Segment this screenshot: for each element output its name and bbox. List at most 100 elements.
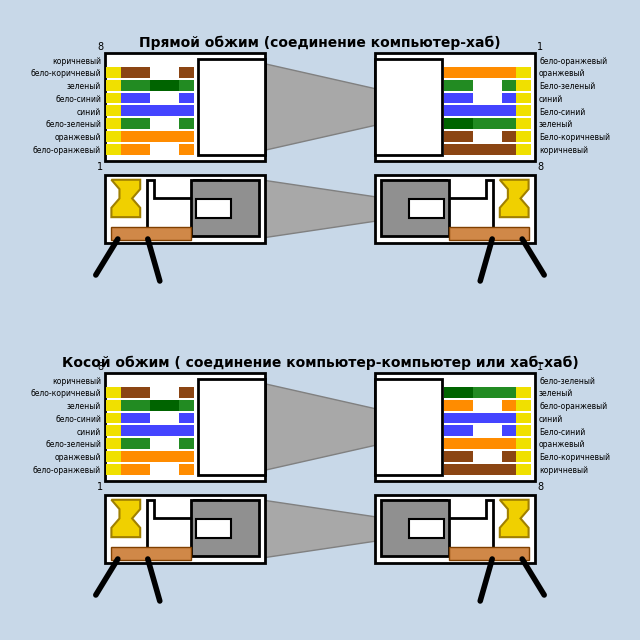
Bar <box>458 451 473 462</box>
Bar <box>121 426 135 436</box>
Bar <box>409 520 444 538</box>
Bar <box>150 451 164 462</box>
Bar <box>135 93 150 104</box>
Bar <box>164 144 179 155</box>
Bar <box>150 399 164 411</box>
Bar <box>502 451 516 462</box>
Bar <box>106 399 121 411</box>
Text: Бело-зеленый: Бело-зеленый <box>539 82 595 91</box>
Bar <box>150 106 164 116</box>
Bar <box>458 93 473 104</box>
Bar <box>164 79 179 91</box>
Bar <box>196 520 231 538</box>
Bar <box>458 144 473 155</box>
Text: коричневый: коричневый <box>539 466 588 475</box>
Bar <box>488 438 502 449</box>
Bar <box>150 464 164 475</box>
Bar <box>444 118 458 129</box>
Bar <box>179 79 193 91</box>
Text: коричневый: коричневый <box>52 377 101 386</box>
Bar <box>135 438 150 449</box>
Bar <box>444 79 458 91</box>
Bar <box>121 451 135 462</box>
Polygon shape <box>420 180 493 233</box>
Text: 8: 8 <box>537 162 543 172</box>
Polygon shape <box>147 500 220 553</box>
Bar <box>135 451 150 462</box>
Bar <box>502 131 516 142</box>
Bar <box>381 500 449 556</box>
Bar <box>179 93 193 104</box>
Bar <box>444 93 458 104</box>
Bar <box>164 413 179 424</box>
Bar <box>150 118 164 129</box>
Bar <box>106 451 121 462</box>
Text: оранжевый: оранжевый <box>539 440 586 449</box>
Bar <box>458 387 473 397</box>
Bar <box>516 79 531 91</box>
Bar <box>502 144 516 155</box>
Bar <box>105 175 265 243</box>
Bar <box>121 438 135 449</box>
Text: 1: 1 <box>537 42 543 52</box>
Bar <box>502 118 516 129</box>
Bar <box>121 387 135 397</box>
Text: синий: синий <box>77 108 101 116</box>
Bar <box>164 106 179 116</box>
Bar <box>121 464 135 475</box>
Bar <box>458 79 473 91</box>
Polygon shape <box>265 384 375 470</box>
Text: бело-коричневый: бело-коричневый <box>30 390 101 399</box>
Bar <box>502 464 516 475</box>
Text: Бело-синий: Бело-синий <box>539 428 585 436</box>
Text: зеленый: зеленый <box>67 82 101 91</box>
Text: синий: синий <box>539 95 563 104</box>
Polygon shape <box>265 64 375 150</box>
Bar <box>164 131 179 142</box>
Bar <box>121 131 135 142</box>
Bar <box>502 93 516 104</box>
Bar <box>516 426 531 436</box>
Bar <box>488 387 502 397</box>
Bar <box>502 387 516 397</box>
Bar <box>375 495 535 563</box>
Bar <box>179 464 193 475</box>
Bar <box>458 67 473 77</box>
Text: 8: 8 <box>97 42 103 52</box>
Bar <box>135 79 150 91</box>
Bar <box>444 106 458 116</box>
Bar <box>106 131 121 142</box>
Bar <box>164 93 179 104</box>
Bar <box>198 380 265 474</box>
Text: бело-зеленый: бело-зеленый <box>45 440 101 449</box>
Text: бело-синий: бело-синий <box>55 415 101 424</box>
Bar <box>449 227 529 240</box>
Bar <box>135 399 150 411</box>
Text: зеленый: зеленый <box>67 402 101 411</box>
Bar <box>135 106 150 116</box>
Bar <box>473 387 488 397</box>
Bar <box>473 118 488 129</box>
Text: оранжевый: оранжевый <box>54 133 101 142</box>
Polygon shape <box>265 180 375 237</box>
Bar <box>516 451 531 462</box>
Bar <box>473 451 488 462</box>
Bar <box>164 438 179 449</box>
Bar <box>196 200 231 218</box>
Bar <box>375 53 535 161</box>
Bar <box>458 413 473 424</box>
Bar <box>179 144 193 155</box>
Bar <box>473 106 488 116</box>
Bar <box>106 93 121 104</box>
Bar <box>444 67 458 77</box>
Text: бело-оранжевый: бело-оранжевый <box>33 146 101 155</box>
Bar <box>488 106 502 116</box>
Bar <box>179 106 193 116</box>
Bar <box>150 93 164 104</box>
Text: 1: 1 <box>97 482 103 492</box>
Bar <box>458 131 473 142</box>
Bar <box>135 413 150 424</box>
Bar <box>106 464 121 475</box>
Bar <box>502 438 516 449</box>
Bar <box>135 131 150 142</box>
